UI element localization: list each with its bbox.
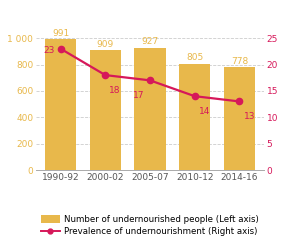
Text: 778: 778 bbox=[231, 57, 248, 66]
Bar bbox=[45, 39, 76, 170]
Bar bbox=[134, 48, 166, 170]
Text: 909: 909 bbox=[97, 40, 114, 48]
Text: 805: 805 bbox=[186, 53, 203, 62]
Text: 991: 991 bbox=[52, 29, 69, 38]
Bar bbox=[90, 50, 121, 170]
Legend: Number of undernourished people (Left axis), Prevalence of undernourishment (Rig: Number of undernourished people (Left ax… bbox=[41, 215, 259, 236]
Bar bbox=[179, 64, 210, 170]
Text: 927: 927 bbox=[141, 37, 159, 46]
Text: 13: 13 bbox=[244, 112, 255, 121]
Text: 17: 17 bbox=[133, 91, 145, 100]
Text: 23: 23 bbox=[44, 46, 55, 55]
Bar bbox=[224, 68, 255, 170]
Text: 14: 14 bbox=[199, 107, 210, 116]
Text: 18: 18 bbox=[110, 86, 121, 95]
